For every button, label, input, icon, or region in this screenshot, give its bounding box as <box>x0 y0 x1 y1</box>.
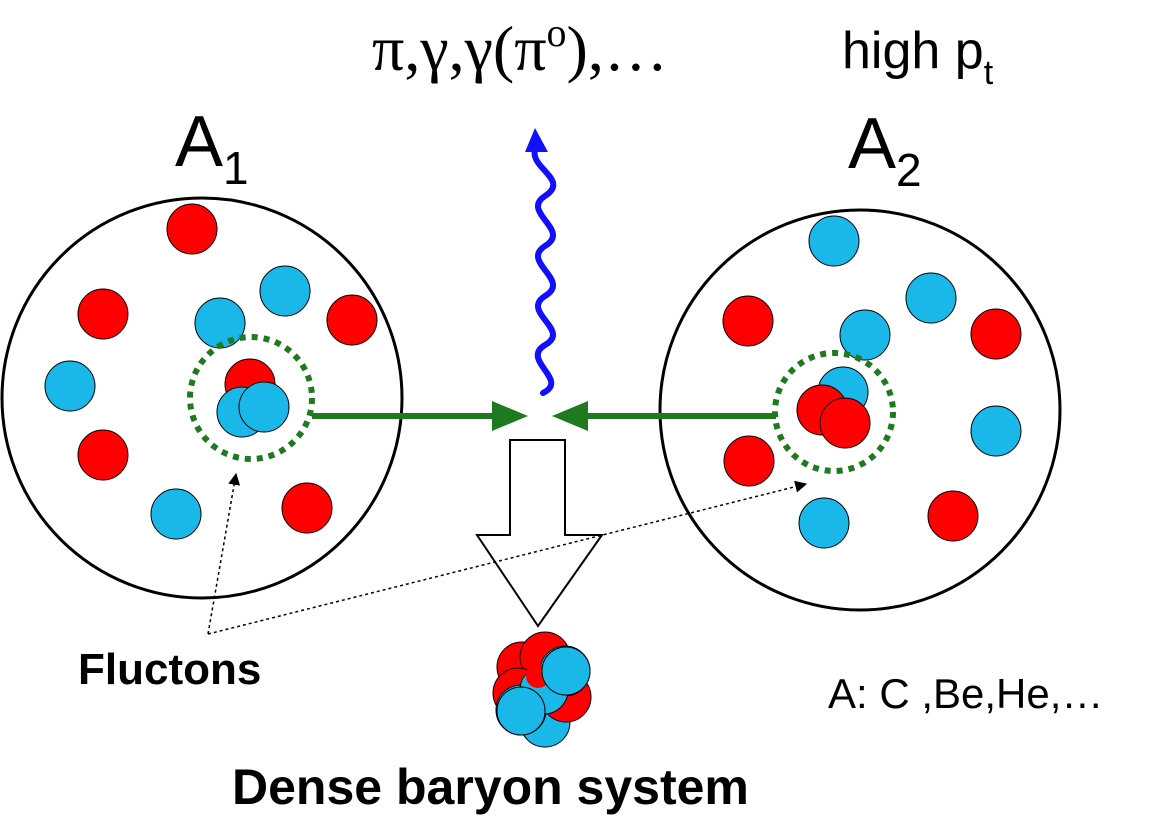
neutron <box>496 686 546 736</box>
arrow-right-head <box>552 401 588 431</box>
nucleus-right-letter: A <box>848 104 896 184</box>
neutron <box>798 497 850 549</box>
dense-system-label: Dense baryon system <box>232 759 749 815</box>
nucleus-right-label: A2 <box>848 104 922 196</box>
photon-arrowhead <box>525 128 548 152</box>
flucton-right <box>772 350 896 474</box>
photon-wave <box>531 147 557 396</box>
proton <box>166 203 218 255</box>
proton <box>77 429 129 481</box>
nuclei-list-label: A: C ,Be,He,… <box>828 670 1103 717</box>
neutron <box>259 265 311 317</box>
dense-baryon-cluster <box>492 631 592 748</box>
svg-text:high pt: high pt <box>842 22 994 92</box>
result-arrow-icon <box>475 439 604 628</box>
title-superscript-o: o <box>547 10 567 55</box>
nucleus-right-boundary <box>658 208 1062 612</box>
nucleus-left-boundary <box>0 196 404 600</box>
collision-arrows <box>312 401 776 431</box>
title: π,γ,γ(πo),… high pt <box>372 10 994 92</box>
svg-text:π,γ,γ(πo),…: π,γ,γ(πo),… <box>372 10 668 84</box>
photon-icon <box>525 128 557 396</box>
nucleus-right-subscript: 2 <box>896 144 922 196</box>
title-subscript-t: t <box>984 54 994 92</box>
proton <box>970 308 1022 360</box>
neutron <box>970 405 1022 457</box>
neutron <box>44 360 96 412</box>
proton <box>326 294 378 346</box>
pointer-to-right-flucton <box>207 480 808 635</box>
flucton-right-ring <box>772 350 896 474</box>
neutron <box>150 488 202 540</box>
flucton-pointers <box>207 472 808 635</box>
proton <box>723 435 775 487</box>
arrow-left-head <box>492 401 528 431</box>
title-particles-tail: ),… <box>567 13 668 84</box>
nucleus-left-letter: A <box>175 102 223 182</box>
proton <box>819 397 871 449</box>
flucton-left <box>187 334 315 462</box>
fluctons-label: Fluctons <box>78 645 261 694</box>
pointer-to-left-flucton <box>207 472 241 635</box>
title-particles: π,γ,γ(π <box>372 13 547 84</box>
flucton-left-ring <box>187 334 315 462</box>
proton <box>722 295 774 347</box>
nucleus-left-subscript: 1 <box>223 142 249 194</box>
neutron <box>808 215 860 267</box>
neutron <box>541 646 591 696</box>
neutron <box>839 309 891 361</box>
neutron <box>194 297 246 349</box>
neutron <box>238 381 290 433</box>
proton <box>927 490 979 542</box>
neutron <box>905 272 957 324</box>
nucleus-right <box>658 208 1062 612</box>
title-high-pt: high p <box>842 22 984 80</box>
nucleus-left-label: A1 <box>175 102 249 194</box>
nucleus-left <box>0 196 404 600</box>
proton <box>77 288 129 340</box>
proton <box>281 482 333 534</box>
